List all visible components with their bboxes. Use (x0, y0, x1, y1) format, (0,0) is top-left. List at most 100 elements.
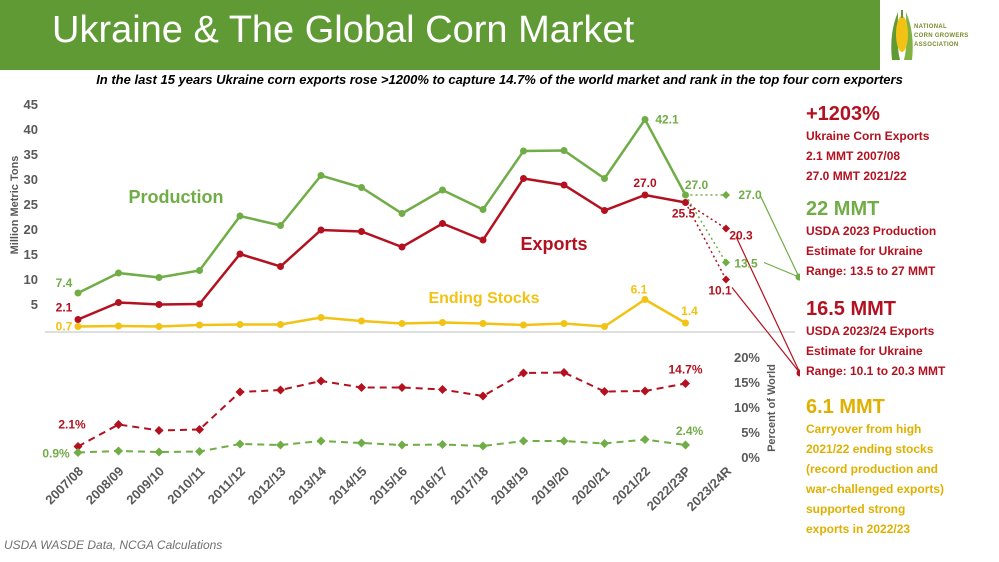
exports-point (358, 228, 365, 235)
exports-label-2122: 27.0 (633, 176, 657, 190)
y-tick-label: 5 (31, 297, 38, 312)
y2-axis-label: Percent of World (766, 364, 778, 452)
exports-point (155, 301, 163, 308)
corn-logo-icon (891, 10, 913, 60)
stocks-label-first: 0.7 (56, 320, 73, 334)
stocks-label-2122: 6.1 (631, 283, 648, 297)
stocks-point (155, 323, 163, 330)
exports-line (77, 177, 686, 321)
logo-text-1: NATIONAL (914, 24, 947, 30)
stat-production: 22 MMT (806, 198, 880, 220)
stocks-point (682, 319, 689, 327)
export-share-line (77, 371, 686, 448)
export-share-point (397, 383, 407, 392)
production-share-point (478, 441, 488, 451)
stat-block-carryover: 6.1 MMT Carryover from high 2021/22 endi… (806, 396, 996, 539)
export-share-point (600, 387, 609, 396)
x-tick-label: 2013/14 (285, 463, 329, 507)
export-share-point (681, 379, 690, 388)
exports-projection-point (722, 275, 730, 284)
stat-carryover: 6.1 MMT (806, 396, 885, 418)
exports-point (236, 250, 244, 258)
y-tick-label: 40 (24, 122, 38, 137)
stocks-point (479, 320, 487, 327)
production-point (155, 274, 163, 281)
production-share-line (77, 438, 686, 454)
export-share-point (316, 376, 326, 386)
x-tick-label: 2009/10 (123, 464, 167, 508)
production-projection-point (722, 258, 730, 267)
export-share-point (235, 387, 245, 397)
production-point (358, 184, 365, 191)
y2-tick-label: 10% (734, 400, 760, 415)
production-share-point (154, 447, 164, 457)
stocks-label-last: 1.4 (681, 304, 698, 318)
production-share-point (195, 447, 204, 456)
y-tick-label: 25 (24, 197, 38, 212)
production-point (317, 172, 325, 179)
production-point (74, 289, 82, 297)
production-label-peak: 42.1 (655, 113, 679, 127)
x-tick-label: 2008/09 (83, 464, 127, 508)
production-label-proj-hi: 27.0 (738, 188, 762, 202)
stat-block-production: 22 MMT USDA 2023 Production Estimate for… (806, 198, 996, 281)
stocks-point (317, 314, 325, 321)
exports-range-connector (731, 287, 800, 374)
stat-block-exports-growth: +1203% Ukraine Corn Exports 2.1 MMT 2007… (806, 103, 996, 186)
stocks-point (439, 319, 446, 326)
export-share-point (73, 442, 83, 451)
production-range-connector (759, 194, 800, 278)
production-point (641, 116, 649, 123)
stocks-point (196, 321, 203, 329)
x-tick-label: 2019/20 (528, 464, 572, 508)
production-series-label: Production (129, 187, 224, 207)
exports-point (439, 220, 446, 227)
y2-tick-label: 15% (734, 375, 760, 390)
export-share-label-last: 14.7% (668, 363, 702, 377)
y-tick-label: 10 (24, 272, 38, 287)
production-point (479, 206, 487, 213)
stat-exports-estimate-text: USDA 2023/24 Exports Estimate for Ukrain… (806, 324, 946, 378)
exports-point (398, 243, 406, 251)
exports-point (479, 236, 487, 244)
stat-exports-estimate: 16.5 MMT (806, 298, 897, 320)
x-tick-label: 2016/17 (407, 464, 451, 508)
stocks-point (520, 321, 527, 329)
y-tick-label: 15 (24, 247, 38, 262)
stocks-point (236, 321, 244, 328)
x-tick-label: 2011/12 (205, 464, 248, 507)
export-share-point (559, 368, 569, 377)
exports-point (601, 207, 608, 214)
export-share-point (640, 386, 650, 396)
production-connector-dot (795, 273, 800, 281)
production-point (439, 186, 446, 194)
production-share-point (681, 440, 690, 450)
production-share-label-last: 2.4% (676, 424, 704, 438)
production-share-point (397, 440, 407, 450)
stocks-point (74, 323, 82, 330)
production-share-label-first: 0.9% (42, 447, 70, 461)
export-share-point (519, 368, 528, 378)
x-tick-label: 2015/16 (366, 464, 410, 508)
exports-point (74, 316, 82, 323)
exports-point (115, 299, 122, 306)
y2-tick-label: 0% (741, 450, 760, 465)
stocks-point (277, 321, 284, 328)
stocks-line (77, 298, 687, 328)
stocks-point (115, 322, 122, 330)
y2-tick-label: 5% (741, 425, 760, 440)
stocks-point (560, 320, 568, 327)
stat-block-exports-estimate: 16.5 MMT USDA 2023/24 Exports Estimate f… (806, 298, 996, 381)
x-tick-label: 2012/13 (245, 464, 289, 508)
chart-subtitle: In the last 15 years Ukraine corn export… (96, 72, 903, 87)
y-tick-label: 20 (24, 222, 38, 237)
x-tick-label: 2014/15 (326, 464, 370, 508)
production-share-point (73, 448, 83, 457)
exports-label-first: 2.1 (56, 301, 73, 315)
export-share-label-first: 2.1% (58, 418, 86, 432)
stocks-point (601, 323, 608, 330)
stocks-point (358, 317, 365, 325)
x-tick-label: 2007/08 (42, 464, 86, 508)
production-point (398, 210, 406, 217)
production-projection-line (684, 194, 727, 263)
